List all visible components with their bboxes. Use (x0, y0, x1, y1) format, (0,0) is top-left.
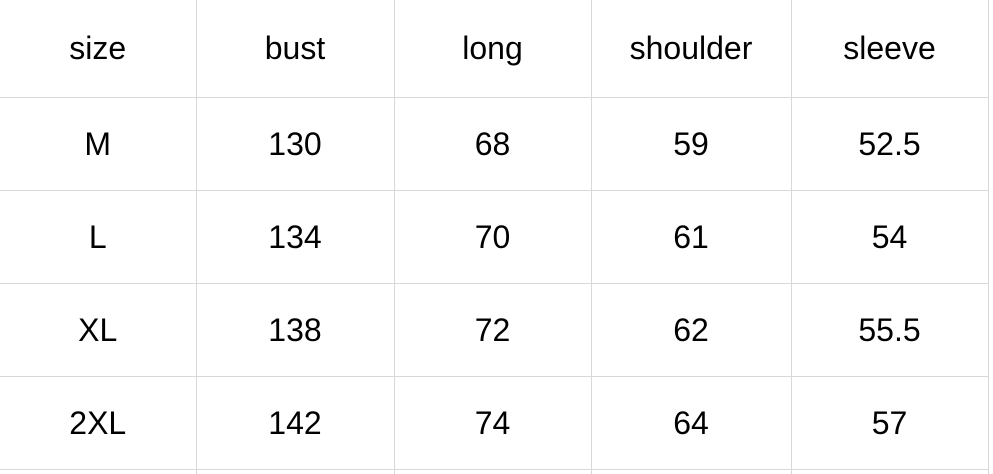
column-header-shoulder: shoulder (591, 0, 792, 98)
table-row: 2XL 142 74 64 57 (0, 376, 989, 470)
column-header-long: long (394, 0, 592, 98)
cell-size: M (0, 97, 197, 191)
cell-long: 74 (394, 376, 592, 470)
cell-empty (591, 469, 792, 474)
cell-size: L (0, 190, 197, 284)
table-body: M 130 68 59 52.5 L 134 70 61 54 XL 138 7… (0, 97, 989, 474)
cell-sleeve: 57 (791, 376, 989, 470)
cell-shoulder: 59 (591, 97, 792, 191)
column-header-size: size (0, 0, 197, 98)
cell-long: 72 (394, 283, 592, 377)
cell-sleeve: 55.5 (791, 283, 989, 377)
table-row: XL 138 72 62 55.5 (0, 283, 989, 377)
cell-empty (0, 469, 197, 474)
cell-empty (791, 469, 989, 474)
cell-bust: 142 (196, 376, 395, 470)
cell-size: XL (0, 283, 197, 377)
cell-bust: 134 (196, 190, 395, 284)
table-header: size bust long shoulder sleeve (0, 0, 989, 98)
header-row: size bust long shoulder sleeve (0, 0, 989, 98)
column-header-bust: bust (196, 0, 395, 98)
table-row: L 134 70 61 54 (0, 190, 989, 284)
cell-sleeve: 52.5 (791, 97, 989, 191)
column-header-sleeve: sleeve (791, 0, 989, 98)
cell-long: 68 (394, 97, 592, 191)
cell-shoulder: 61 (591, 190, 792, 284)
cell-sleeve: 54 (791, 190, 989, 284)
cell-bust: 138 (196, 283, 395, 377)
cell-empty (394, 469, 592, 474)
table-row-partial (0, 469, 989, 474)
cell-shoulder: 62 (591, 283, 792, 377)
cell-empty (196, 469, 395, 474)
table-row: M 130 68 59 52.5 (0, 97, 989, 191)
cell-size: 2XL (0, 376, 197, 470)
cell-long: 70 (394, 190, 592, 284)
cell-shoulder: 64 (591, 376, 792, 470)
cell-bust: 130 (196, 97, 395, 191)
